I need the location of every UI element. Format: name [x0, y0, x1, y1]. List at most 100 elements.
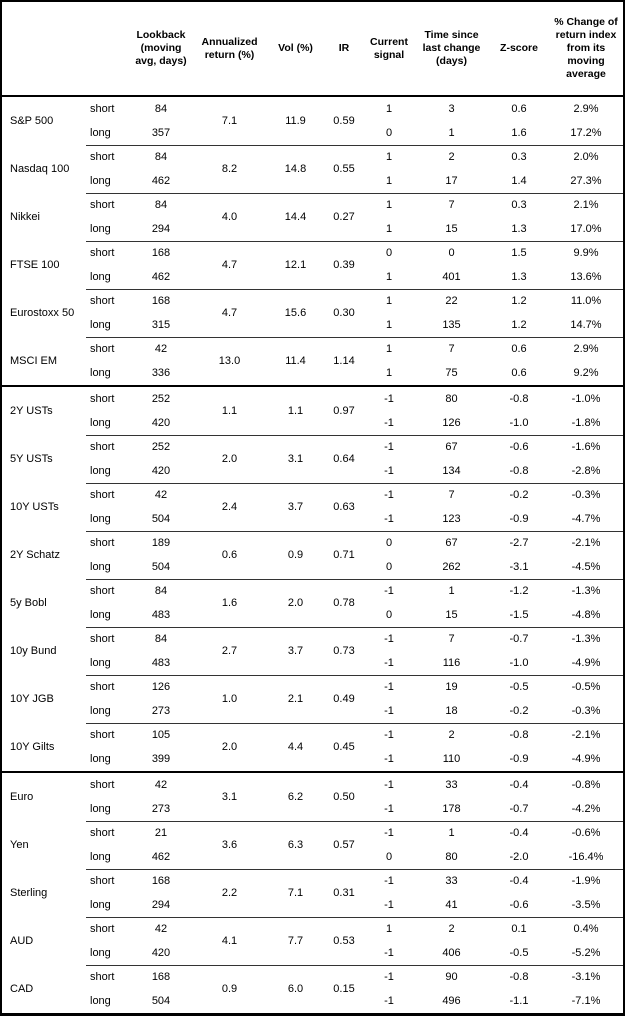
time-since-change-value: 134 — [442, 465, 461, 477]
vol-value: 15.6 — [284, 307, 307, 319]
lookback-value: 84 — [154, 103, 168, 115]
asset-group-row: AUD short 42 1 2 0.1 0.4% long 420 -1 406 -0.5 -5.2%… — [2, 917, 623, 965]
pct-change-value: -1.6% — [571, 441, 601, 453]
pct-change-value: -0.3% — [571, 489, 601, 501]
horizon-label: short — [90, 151, 115, 163]
lookback-value: 84 — [154, 633, 168, 645]
lookback-value: 84 — [154, 151, 168, 163]
current-signal-value: 0 — [385, 609, 393, 621]
ir-value: 0.55 — [333, 163, 355, 175]
asset-name: 10Y Gilts — [10, 741, 55, 753]
header-vol: Vol (%) — [278, 42, 313, 54]
z-score-value: 0.1 — [511, 923, 527, 935]
lookback-value: 483 — [151, 657, 171, 669]
asset-group-row: 5Y USTs short 252 -1 67 -0.6 -1.6% long 420 -1 134… — [2, 435, 623, 483]
ir-value: 1.14 — [333, 355, 355, 367]
horizon-label: long — [90, 753, 111, 765]
annualized-return-value: 2.0 — [221, 741, 238, 753]
horizon-label: long — [90, 127, 111, 139]
time-since-change-value: 7 — [448, 633, 455, 645]
ir-value: 0.71 — [333, 549, 355, 561]
time-since-change-value: 116 — [442, 657, 461, 669]
vol-value: 7.7 — [287, 935, 304, 947]
z-score-value: -0.8 — [509, 393, 529, 405]
annualized-return-value: 2.2 — [221, 887, 238, 899]
table-body: S&P 500 short 84 1 3 0.6 2.9% long 357 0 1 1.6 17.2%… — [2, 97, 623, 1013]
lookback-value: 252 — [151, 441, 171, 453]
header-z-score: Z-score — [500, 42, 538, 54]
z-score-value: 1.6 — [511, 127, 527, 139]
pct-change-value: 9.2% — [573, 367, 599, 379]
asset-group-row: MSCI EM short 42 1 7 0.6 2.9% long 336 1 75 0.6 9.2%… — [2, 337, 623, 385]
ir-value: 0.57 — [333, 839, 355, 851]
lookback-value: 336 — [151, 367, 171, 379]
annualized-return-value: 4.7 — [221, 259, 238, 271]
lookback-value: 105 — [151, 729, 171, 741]
ir-value: 0.73 — [333, 645, 355, 657]
horizon-label: long — [90, 561, 111, 573]
vol-value: 12.1 — [284, 259, 307, 271]
pct-change-value: -4.5% — [571, 561, 601, 573]
asset-name: Sterling — [10, 887, 48, 899]
pct-change-value: 0.4% — [573, 923, 599, 935]
section-fx: Euro short 42 -1 33 -0.4 -0.8% long 273 -1 178 -0.7… — [2, 771, 623, 1013]
z-score-value: -0.9 — [509, 753, 529, 765]
annualized-return-value: 8.2 — [221, 163, 238, 175]
lookback-value: 504 — [151, 561, 171, 573]
header-annualized-return: Annualized return (%) — [201, 35, 258, 61]
header-horizon — [86, 2, 130, 95]
current-signal-value: 1 — [385, 199, 393, 211]
time-since-change-value: 2 — [448, 923, 455, 935]
horizon-label: long — [90, 609, 111, 621]
time-since-change-value: 262 — [442, 561, 461, 573]
pct-change-value: 13.6% — [570, 271, 602, 283]
current-signal-value: -1 — [384, 827, 394, 839]
annualized-return-value: 13.0 — [218, 355, 241, 367]
pct-change-value: 17.2% — [570, 127, 602, 139]
horizon-label: short — [90, 779, 115, 791]
vol-value: 6.3 — [287, 839, 304, 851]
horizon-label: long — [90, 851, 111, 863]
z-score-value: -0.8 — [509, 729, 529, 741]
current-signal-value: -1 — [384, 875, 394, 887]
horizon-label: long — [90, 513, 111, 525]
vol-value: 4.4 — [287, 741, 304, 753]
horizon-label: short — [90, 489, 115, 501]
ir-value: 0.30 — [333, 307, 355, 319]
pct-change-value: -1.3% — [571, 633, 601, 645]
asset-group-row: Euro short 42 -1 33 -0.4 -0.8% long 273 -1 178 -0.7… — [2, 773, 623, 821]
lookback-value: 294 — [151, 899, 171, 911]
current-signal-value: 0 — [385, 561, 393, 573]
z-score-value: -1.5 — [509, 609, 529, 621]
current-signal-value: 1 — [385, 271, 393, 283]
lookback-value: 168 — [151, 295, 171, 307]
z-score-value: 0.3 — [511, 199, 527, 211]
asset-name: CAD — [10, 983, 34, 995]
asset-name: MSCI EM — [10, 355, 58, 367]
time-since-change-value: 496 — [442, 995, 461, 1007]
lookback-value: 420 — [151, 417, 171, 429]
time-since-change-value: 80 — [445, 393, 458, 405]
current-signal-value: -1 — [384, 633, 394, 645]
asset-group-row: 10Y Gilts short 105 -1 2 -0.8 -2.1% long 399 -1 11… — [2, 723, 623, 771]
z-score-value: -0.2 — [509, 489, 529, 501]
horizon-label: long — [90, 465, 111, 477]
asset-group-row: Sterling short 168 -1 33 -0.4 -1.9% long 294 -1 41… — [2, 869, 623, 917]
horizon-label: long — [90, 899, 111, 911]
z-score-value: -1.2 — [509, 585, 529, 597]
vol-value: 14.8 — [284, 163, 307, 175]
pct-change-value: 2.1% — [573, 199, 599, 211]
time-since-change-value: 2 — [448, 729, 455, 741]
current-signal-value: -1 — [384, 585, 394, 597]
asset-group-row: 10Y JGB short 126 -1 19 -0.5 -0.5% long 273 -1 18 -… — [2, 675, 623, 723]
header-pct-change: % Change of return index from its moving… — [554, 16, 618, 80]
time-since-change-value: 406 — [442, 947, 461, 959]
ir-value: 0.15 — [333, 983, 355, 995]
z-score-value: 1.2 — [511, 319, 527, 331]
horizon-label: long — [90, 657, 111, 669]
current-signal-value: -1 — [384, 441, 394, 453]
current-signal-value: 1 — [385, 151, 393, 163]
ir-value: 0.39 — [333, 259, 355, 271]
asset-group-row: Eurostoxx 50 short 168 1 22 1.2 11.0% long 315 1 1… — [2, 289, 623, 337]
